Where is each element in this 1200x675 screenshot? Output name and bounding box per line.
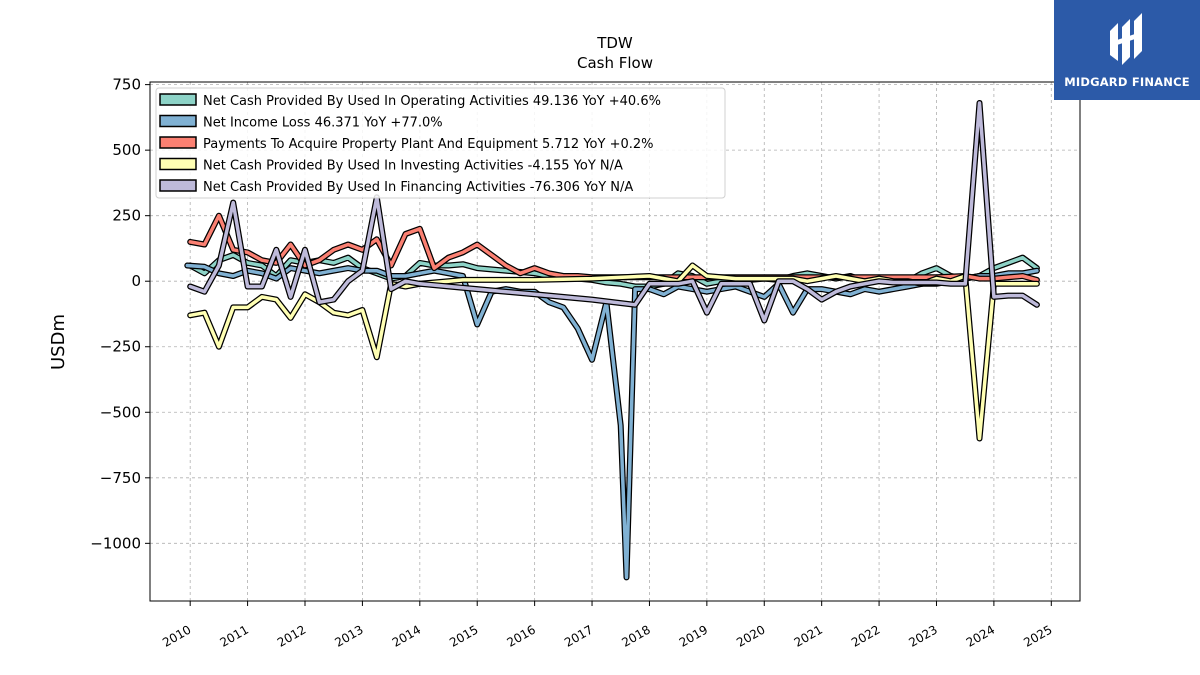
legend-label-2: Payments To Acquire Property Plant And E… [203,137,654,152]
x-tick-label: 2016 [505,622,538,649]
y-tick-label: −250 [100,338,141,356]
x-tick-label: 2025 [1021,622,1054,649]
y-tick-label: −750 [100,469,141,487]
midgard-logo-icon [1110,13,1142,65]
x-tick-label: 2020 [734,622,767,649]
x-tick-label: 2018 [619,622,652,649]
x-tick-label: 2013 [332,622,365,649]
legend-label-0: Net Cash Provided By Used In Operating A… [203,94,661,109]
series-lines [184,100,1040,581]
midgard-finance-logo: MIDGARD FINANCE [1054,0,1200,100]
x-tick-label: 2014 [390,622,423,649]
x-tick-label: 2015 [447,622,480,649]
x-tick-label: 2010 [160,622,193,649]
y-axis-ticks: 750 500 250 0 −250 −500 −750 −1000 [90,76,150,552]
plot-frame [149,81,1081,602]
x-tick-label: 2023 [906,622,939,649]
legend-swatch-3 [159,157,197,171]
y-tick-label: 750 [112,76,141,94]
logo-brand-text: MIDGARD FINANCE [1064,75,1190,89]
y-tick-label: 0 [131,272,141,290]
x-tick-label: 2021 [792,622,825,649]
series-outline-1 [184,262,1040,581]
legend-swatch-1 [159,114,197,128]
series-line-2 [188,213,1039,282]
chart-title: TDW [596,34,633,52]
x-axis-ticks: 2010 2011 2012 2013 2014 2015 2016 2017 2018 2019… [160,601,1055,650]
legend-label-1: Net Income Loss 46.371 YoY +77.0% [203,116,443,131]
legend-swatch-0 [159,93,197,106]
legend-label-3: Net Cash Provided By Used In Investing A… [203,159,623,174]
chart-subtitle: Cash Flow [577,54,653,72]
x-tick-label: 2011 [218,622,251,649]
y-tick-label: 500 [112,141,141,159]
series-line-4 [188,101,1039,323]
legend-box [155,87,726,199]
legend: Net Cash Provided By Used In Operating A… [155,87,726,199]
x-tick-label: 2017 [562,622,595,649]
y-tick-label: −1000 [90,534,141,552]
series-line-1 [185,263,1039,580]
x-tick-label: 2019 [677,622,710,649]
y-tick-label: 250 [112,207,141,225]
x-tick-label: 2022 [849,622,882,649]
legend-label-4: Net Cash Provided By Used In Financing A… [203,180,633,195]
x-tick-label: 2024 [964,622,997,649]
legend-swatch-4 [159,179,197,192]
y-axis-label: USDm [48,314,69,370]
y-tick-label: −500 [100,403,141,421]
x-tick-label: 2012 [275,622,308,649]
legend-swatch-2 [159,136,197,149]
